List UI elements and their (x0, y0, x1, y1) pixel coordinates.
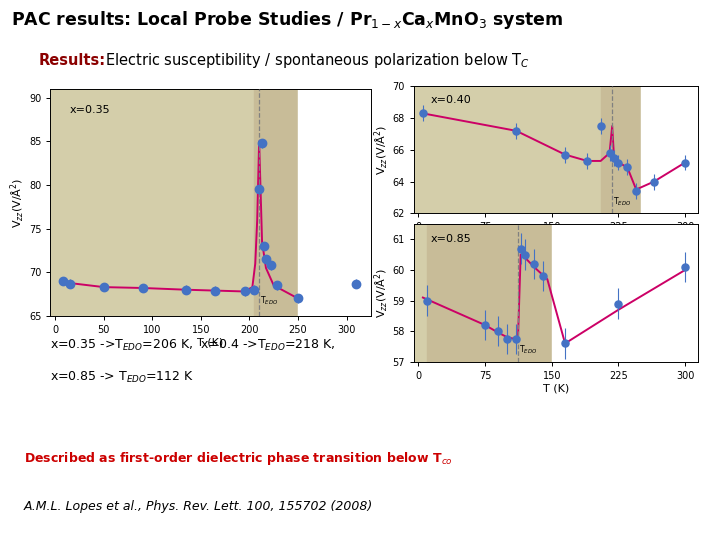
Bar (600, 86, 641, 213)
X-axis label: T (K): T (K) (543, 235, 570, 245)
Text: x=0.85 -> T$_{EDO}$=112 K: x=0.85 -> T$_{EDO}$=112 K (50, 370, 194, 385)
Text: Described as first-order dielectric phase transition below T$_{co}$: Described as first-order dielectric phas… (24, 450, 452, 467)
Y-axis label: V$_{zz}$(V/Å$^2$): V$_{zz}$(V/Å$^2$) (372, 125, 390, 175)
Text: A.M.L. Lopes et al., Phys. Rev. Lett. 100, 155702 (2008): A.M.L. Lopes et al., Phys. Rev. Lett. 10… (24, 500, 373, 514)
Text: Results:: Results: (39, 53, 106, 68)
X-axis label: T (K): T (K) (543, 383, 570, 394)
Y-axis label: V$_{zz}$(V/Å$^2$): V$_{zz}$(V/Å$^2$) (8, 177, 26, 228)
Bar (552, 224, 698, 362)
Y-axis label: V$_{zz}$(V/Å$^2$): V$_{zz}$(V/Å$^2$) (372, 268, 390, 318)
Text: T$_{EDO}$: T$_{EDO}$ (519, 344, 537, 356)
Bar (254, 89, 298, 316)
Bar (298, 89, 371, 316)
Bar (641, 86, 698, 213)
Text: x=0.35 ->T$_{EDO}$=206 K,  x=0.4 ->T$_{EDO}$=218 K,: x=0.35 ->T$_{EDO}$=206 K, x=0.4 ->T$_{ED… (50, 338, 336, 353)
Text: x=0.35: x=0.35 (70, 105, 110, 115)
Text: x=0.85: x=0.85 (431, 234, 472, 244)
Text: Electric susceptibility / spontaneous polarization below T$_C$: Electric susceptibility / spontaneous po… (105, 51, 530, 70)
Text: PAC results: Local Probe Studies / Pr$_{1-x}$Ca$_x$MnO$_3$ system: PAC results: Local Probe Studies / Pr$_{… (11, 9, 563, 31)
Text: T$_{EDO}$: T$_{EDO}$ (613, 195, 631, 208)
Bar (428, 224, 552, 362)
Text: T$_{EDO}$: T$_{EDO}$ (260, 294, 279, 307)
Text: x=0.40: x=0.40 (431, 95, 472, 105)
X-axis label: T (K): T (K) (197, 338, 224, 348)
